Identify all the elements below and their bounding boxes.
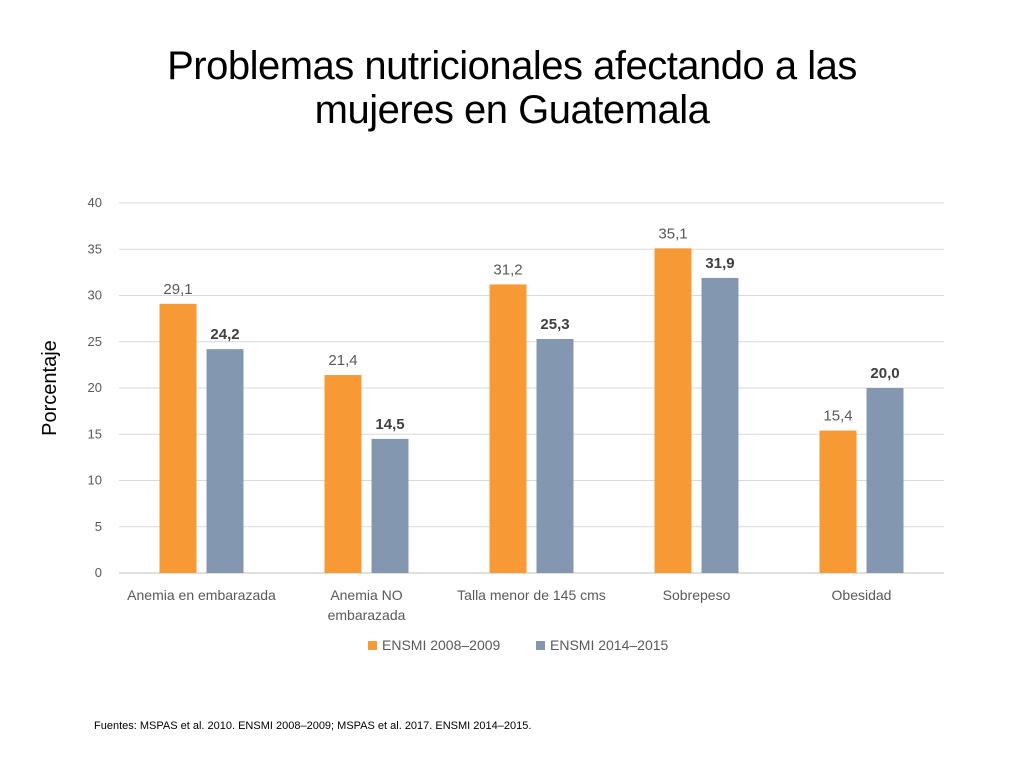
- y-tick-label: 0: [95, 565, 102, 580]
- slide-title: Problemas nutricionales afectando a las …: [0, 44, 1024, 132]
- data-label: 31,9: [705, 255, 734, 272]
- data-label: 29,1: [163, 281, 192, 298]
- y-tick-label: 10: [88, 473, 102, 488]
- y-tick-label: 5: [95, 519, 102, 534]
- legend-swatch-1: [368, 641, 377, 650]
- y-tick-label: 25: [88, 334, 102, 349]
- data-label: 21,4: [328, 352, 357, 369]
- bar-series-2: [701, 277, 739, 573]
- slide-title-line-2: mujeres en Guatemala: [314, 88, 710, 132]
- y-tick-label: 30: [88, 288, 102, 303]
- y-axis-title: Porcentaje: [39, 340, 61, 436]
- bar-series-2: [536, 338, 574, 573]
- bar-series-1: [159, 303, 197, 573]
- bar-series-1: [654, 248, 692, 573]
- bar-series-2: [371, 438, 409, 573]
- data-label: 15,4: [823, 408, 852, 425]
- data-label: 14,5: [375, 416, 404, 433]
- legend-label-1: ENSMI 2008–2009: [382, 637, 501, 653]
- x-tick-label: Anemia en embarazada: [127, 587, 276, 603]
- data-label: 35,1: [658, 225, 687, 242]
- slide-title-line-1: Problemas nutricionales afectando a las: [167, 44, 857, 88]
- y-tick-label: 35: [88, 241, 102, 256]
- data-label: 25,3: [540, 316, 569, 333]
- source-note: Fuentes: MSPAS et al. 2010. ENSMI 2008–2…: [94, 720, 532, 732]
- bar-series-1: [489, 284, 527, 573]
- y-tick-label: 40: [88, 195, 102, 210]
- legend-label-2: ENSMI 2014–2015: [550, 637, 669, 653]
- x-tick-label: Anemia NO: [330, 587, 402, 603]
- data-label: 20,0: [870, 365, 899, 382]
- bar-series-1: [819, 430, 857, 573]
- bar-series-1: [324, 375, 362, 573]
- y-tick-label: 20: [88, 380, 102, 395]
- x-tick-label: embarazada: [328, 607, 406, 623]
- bar-series-2: [206, 349, 244, 573]
- legend-swatch-2: [536, 641, 545, 650]
- data-label: 31,2: [493, 261, 522, 278]
- x-tick-label: Sobrepeso: [663, 587, 731, 603]
- data-label: 24,2: [210, 326, 239, 343]
- x-tick-label: Talla menor de 145 cms: [457, 587, 606, 603]
- x-tick-label: Obesidad: [832, 587, 892, 603]
- y-tick-label: 15: [88, 426, 102, 441]
- bar-series-2: [866, 388, 904, 573]
- bar-chart: 0 5 10 15 20 25 30 35 40 Porcentaje 29,1 24,2 Anemia…: [39, 195, 944, 653]
